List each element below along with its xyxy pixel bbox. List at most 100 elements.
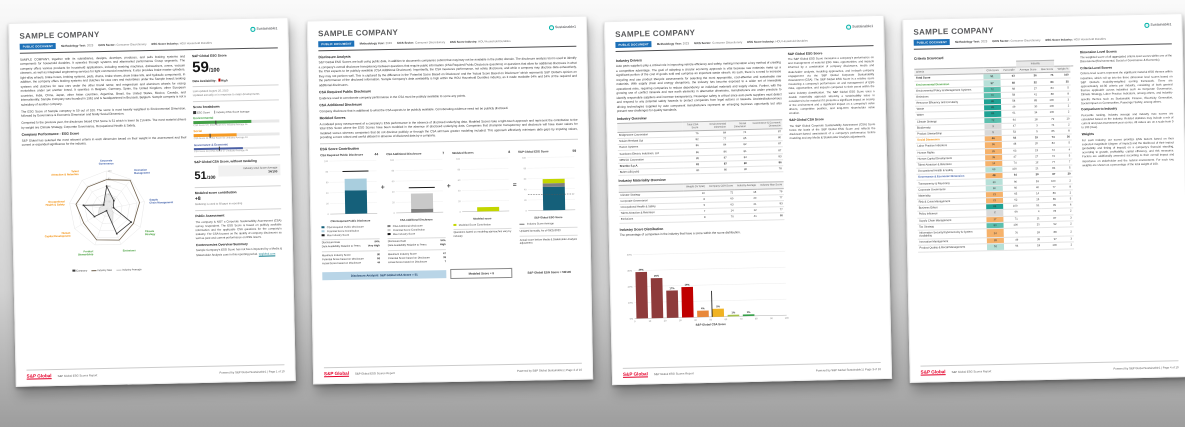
industry-average-marker — [215, 120, 217, 125]
report-page-2: SAMPLE COMPANY Sustainable1 PUBLIC DOCUM… — [306, 15, 594, 385]
company-description: SAMPLE COMPANY, together with its subsid… — [19, 53, 186, 107]
stat-value: 7 — [444, 259, 447, 263]
performance-text: S&P Global has selected the most relevan… — [21, 134, 187, 147]
svg-text:TalentAttraction & Retention: TalentAttraction & Retention — [51, 169, 79, 177]
stat-value: Very High — [367, 244, 380, 248]
svg-text:80: 80 — [524, 168, 527, 170]
panel4-stats: Updated Annually. As of 08/25/2023 Actual… — [519, 226, 578, 248]
additional-disclosure-chart: 0 20 40 60 80 100 — [390, 158, 444, 214]
page4-main-column: Criteria Scorecard Industry Criteria CSA S… — [914, 50, 1077, 252]
svg-text:60: 60 — [725, 318, 728, 321]
svg-text:20: 20 — [524, 199, 527, 201]
modeled-scores-chart: 0 20 40 60 80 100 — [456, 157, 510, 213]
stat-row: Actual Score based on Disclosure 7 — [388, 260, 446, 264]
column-header: Total CSA Score — [682, 121, 700, 131]
disclosure-analysis-text: S&P Global ESG Scores are built using pu… — [318, 55, 577, 87]
stat-row: Actual Score based on Disclosure 44 — [322, 261, 380, 265]
legend-swatch — [387, 224, 391, 228]
svg-text:40%: 40% — [627, 253, 633, 256]
dashed-line-swatch — [519, 223, 525, 225]
svg-text:CorporateGovernance: CorporateGovernance — [99, 158, 115, 165]
panel4-legend: Industry Score Average — [519, 221, 577, 225]
svg-text:Emissions: Emissions — [123, 248, 137, 252]
industry-max-swatch — [91, 269, 97, 271]
page-number: Powered by S&P Global Sustainable1 | Pag… — [1113, 364, 1179, 371]
svg-text:40: 40 — [108, 193, 111, 195]
cell-value: 94 — [1003, 243, 1020, 250]
legend-item: Modeled Score Contribution — [453, 222, 511, 226]
svg-text:10%: 10% — [628, 301, 634, 304]
csa-score-band: Disclosure Analysis: S&P Global CSA Scor… — [322, 269, 447, 281]
criteria-scorecard-table: Industry Criteria CSA Score Percentile Avera… — [914, 59, 1077, 252]
svg-text:0%: 0% — [630, 317, 634, 320]
document-type-badge: PUBLIC DOCUMENT — [913, 38, 951, 46]
industry-average-marker — [218, 146, 220, 151]
stat-group: Disclosure Rate 54% Data Availability Rela… — [387, 236, 446, 251]
svg-text:1%: 1% — [731, 311, 735, 314]
stat-label: Actual Score based on Disclosure — [322, 261, 362, 266]
cell-value: 70 — [706, 214, 736, 221]
document-type-badge: PUBLIC DOCUMENT — [318, 40, 355, 48]
report-title: S&P Global ESG Scores Report — [951, 368, 992, 374]
svg-text:60: 60 — [392, 181, 395, 183]
meta-bar: PUBLIC DOCUMENT Methodology Year:2023 GI… — [19, 38, 278, 54]
required-disclosure-chart: 0 20 40 60 80 100 — [324, 159, 378, 216]
sustainable1-logo: Sustainable1 — [250, 26, 277, 32]
industry-average-marker — [209, 133, 211, 138]
stat-group: Questions based on modeling approaches v… — [453, 227, 512, 241]
esg-total-text: S&P Global ESG Score = 59/100 — [527, 269, 572, 275]
svg-text:0: 0 — [394, 212, 396, 214]
stat-label: Data Availability Relative to Peers — [387, 243, 427, 248]
stat-value: 94% — [374, 240, 380, 244]
panel3-stats: Questions based on modeling approaches v… — [453, 227, 512, 241]
svg-text:100: 100 — [324, 161, 329, 163]
svg-text:SupplyChain Management: SupplyChain Management — [149, 197, 173, 204]
sustainable1-logo-icon — [548, 25, 554, 30]
page-number: Powered by S&P Global Sustainable1 | Pag… — [815, 366, 881, 373]
legend-swatch — [387, 228, 391, 232]
svg-text:20: 20 — [392, 202, 395, 204]
row-name: Bulten AB (publ) — [618, 167, 684, 176]
svg-text:0: 0 — [328, 214, 330, 216]
svg-text:OccupationalHealth & Safety: OccupationalHealth & Safety — [46, 199, 66, 206]
availability-bar-icon — [218, 78, 221, 82]
esg-summary-paragraph: The ESG Score of Sample company is 59 ou… — [21, 105, 187, 118]
stat-note: Actual score before Media & Stakeholder … — [519, 237, 578, 246]
svg-text:0: 0 — [460, 211, 462, 213]
svg-text:19%: 19% — [685, 283, 691, 286]
industry-average-swatch — [116, 269, 122, 271]
legend-swatch — [453, 223, 457, 227]
contribution-panel-3: Modeled Scores 8 0 20 40 60 80 100 Modeled sco… — [452, 149, 512, 241]
svg-text:100: 100 — [785, 316, 790, 319]
svg-text:100: 100 — [456, 158, 461, 160]
page3-main-column: Industry Drivers Auto parts suppliers pl… — [616, 52, 790, 339]
svg-text:10: 10 — [649, 319, 652, 322]
page-number: Powered by S&P Global Sustainable1 | Pag… — [516, 367, 583, 373]
cell-value: 88 — [758, 212, 785, 220]
svg-text:40: 40 — [392, 191, 395, 193]
sustainable1-logo: Sustainable1 — [1144, 22, 1171, 28]
cell-value: 70 — [1003, 228, 1020, 238]
panel1-legend: CSA Required Public Disclosure Potential … — [321, 225, 379, 237]
svg-text:80: 80 — [755, 317, 758, 320]
svg-text:30%: 30% — [627, 269, 633, 272]
cell-value: 18 — [1019, 242, 1042, 250]
stat-row: Data Availability Relative to Peers High — [388, 243, 446, 247]
stat-label: Actual Score based on Disclosure — [388, 260, 428, 264]
svg-text:0: 0 — [526, 210, 528, 212]
comparison-text: Percentile ranking, industry average and… — [1081, 111, 1174, 130]
report-title: S&P Global ESG Scores Report — [57, 372, 98, 378]
svg-text:1%: 1% — [747, 310, 751, 313]
legend-swatch — [321, 233, 325, 237]
csa-score-value: 51 — [194, 169, 207, 182]
data-table: Total CSA Score Environmental Dimension So… — [617, 119, 784, 176]
panel3-legend: Modeled Score Contribution — [453, 222, 511, 226]
page4-sidebar: Dimension Level Scores The weighted scor… — [1080, 48, 1176, 249]
stat-value: 44 — [377, 261, 381, 265]
svg-text:60: 60 — [108, 185, 111, 187]
modeled-scores-text: A modeled proxy measurement of a company… — [319, 117, 578, 140]
cell-value: 78 — [748, 165, 784, 173]
radar-legend-item: Industry Max — [91, 268, 113, 272]
spglobal-link[interactable]: spglobal.com — [258, 251, 276, 256]
svg-text:90: 90 — [770, 317, 773, 320]
